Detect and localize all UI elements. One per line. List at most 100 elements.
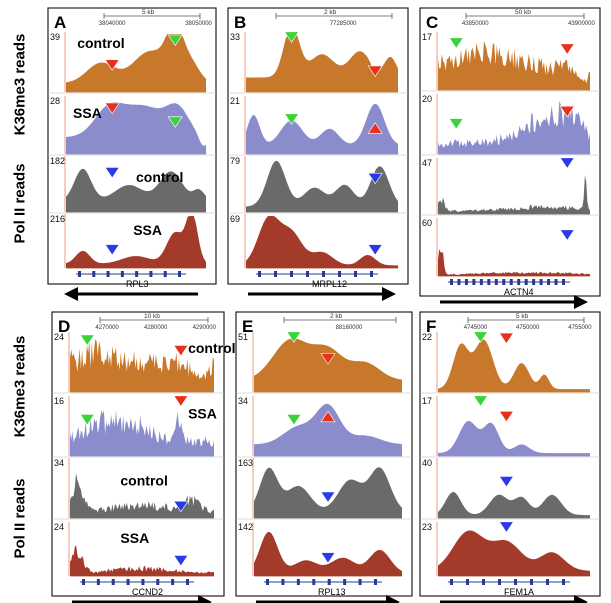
gene-name: CCND2 [132,587,163,597]
gene-exon [539,279,543,285]
gene-exon [562,579,565,585]
gene-exon [92,271,96,277]
track-max-value: 79 [230,156,240,166]
marker-triangle-blue [367,244,383,256]
gene-exon [141,579,145,585]
marker-triangle-red [367,122,383,134]
gene-name: RPL13 [318,587,346,597]
marker-triangle-red [320,353,336,365]
track-max-value: 142 [238,522,253,532]
coordinate-label: 4280000 [144,325,168,331]
gene-exon [178,271,181,277]
gene-exon [258,271,261,277]
gene-exon [306,271,309,277]
coverage-track-control-k36 [246,34,398,92]
marker-triangle-blue [320,552,336,564]
coverage-track-control-pol [254,467,402,518]
gene-exon [82,579,85,585]
coverage-track-control-k36 [438,40,590,90]
track-max-value: 51 [238,332,248,342]
coverage-track-ssa-pol [70,545,214,576]
gene-exon [96,579,100,585]
coverage-track-control-pol [438,175,590,214]
marker-triangle-green [79,334,95,346]
marker-triangle-red [498,332,514,345]
coverage-track-ssa-k36 [246,103,398,154]
marker-triangle-red [498,410,514,423]
track-max-value: 23 [422,522,432,532]
coverage-track-ssa-pol [246,216,398,268]
coverage-track-control-k36 [438,339,590,392]
marker-triangle-blue [498,521,514,533]
gene-name: MRPL12 [312,279,347,289]
track-max-value: 163 [238,458,253,468]
gene-exon [509,279,513,285]
scale-label: 50 kb [515,9,531,16]
gene-exon [281,579,285,585]
condition-label: SSA [133,222,162,238]
gene-exon [482,579,485,585]
track-max-value: 69 [230,214,240,224]
gene-exon [517,279,521,285]
track-max-value: 24 [54,332,64,342]
marker-triangle-red [104,59,120,71]
track-max-value: 28 [50,96,60,106]
condition-label: control [136,169,183,185]
marker-triangle-blue [173,500,189,513]
panel-letter: C [426,13,438,32]
coverage-track-control-pol [246,160,398,212]
marker-triangle-blue [559,229,575,241]
track-max-value: 34 [238,396,248,406]
scale-label: 2 kb [324,9,337,16]
marker-triangle-red [173,345,189,357]
marker-triangle-green [284,31,300,43]
gene-exon [502,279,506,285]
coordinate-label: 38050000 [185,21,212,27]
panel-c: 50 kb 43850000 43900000 C17 20 47 60 ACTN4 [419,7,601,309]
marker-triangle-green [167,34,183,46]
marker-triangle-blue [320,491,336,503]
track-max-value: 39 [50,32,60,42]
gene-name: FEM1A [504,587,534,597]
marker-triangle-blue [367,172,383,185]
condition-label: SSA [188,405,217,421]
gene-exon [120,271,124,277]
gene-exon [322,271,325,277]
gene-exon [487,279,491,285]
panel-f: 5 kb 4745000 4750000 4755000 F22 17 40 23 FEM1A [419,311,601,603]
gene-exon [450,279,453,285]
marker-triangle-green [472,331,489,343]
coordinate-label: 88160000 [336,325,363,331]
track-max-value: 21 [230,96,240,106]
track-max-value: 24 [54,522,64,532]
arrow-head [574,295,588,309]
gene-exon [464,279,468,285]
track-max-value: 40 [422,458,432,468]
gene-exon [126,579,130,585]
gene-exon [149,271,153,277]
gene-exon [78,271,81,277]
gene-exon [274,271,277,277]
arrow-head [386,595,400,603]
gene-exon [466,579,469,585]
marker-triangle-red [173,395,189,407]
coverage-track-control-pol [66,168,206,212]
coverage-track-control-pol [438,491,590,518]
gene-exon [358,579,362,585]
track-max-value: 22 [422,332,432,342]
gene-name: RPL3 [126,279,149,289]
gene-exon [171,579,175,585]
gene-exon [354,271,357,277]
gene-exon [472,279,476,285]
gene-exon [514,579,517,585]
coordinate-label: 43850000 [462,21,489,27]
scale-label: 2 kb [330,313,343,320]
coordinate-label: 4290000 [193,325,217,331]
coordinate-label: 43900000 [568,21,595,27]
track-max-value: 34 [54,458,64,468]
gene-exon [327,579,331,585]
track-max-value: 216 [50,214,65,224]
track-max-value: 60 [422,218,432,228]
